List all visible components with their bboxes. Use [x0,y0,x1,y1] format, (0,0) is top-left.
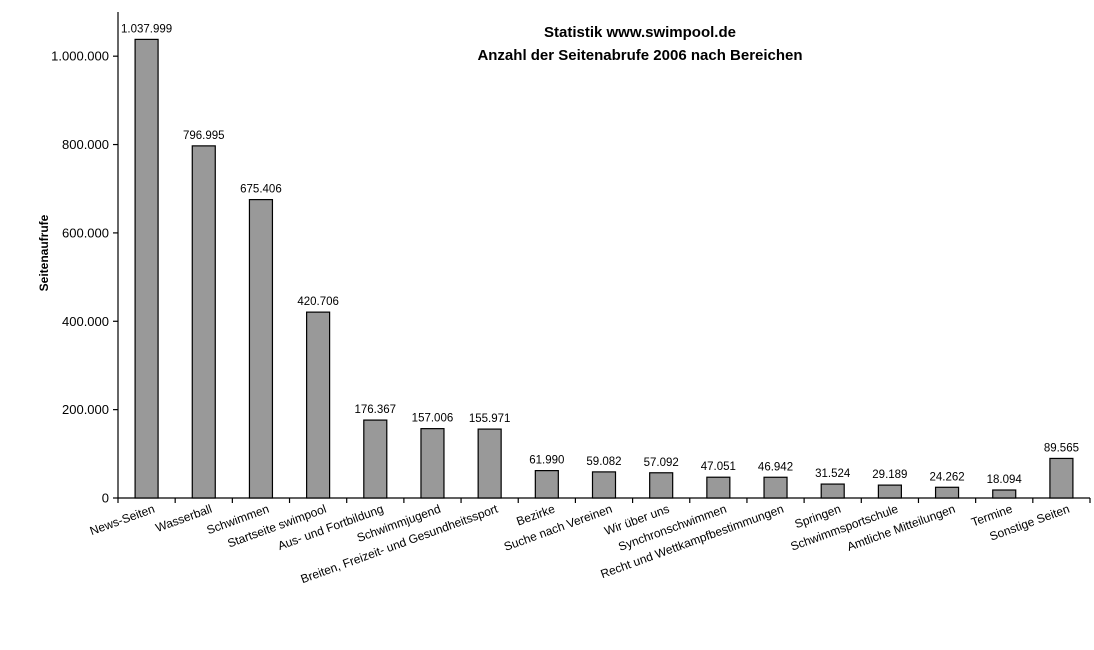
chart-title: Statistik www.swimpool.de Anzahl der Sei… [477,24,802,64]
data-label: 18.094 [987,474,1023,486]
y-axis-label: Seitenaufrufe [37,214,51,291]
y-axis: 0 200.000 400.000 600.000 800.000 1.000.000 [51,12,119,506]
y-tick-label: 1.000.000 [51,49,109,64]
data-label: 31.524 [815,468,851,480]
bar [820,483,845,499]
bar [706,476,731,499]
bar [306,311,331,499]
data-label: 46.942 [758,461,793,473]
bar [248,198,274,499]
y-tick-label: 200.000 [62,402,109,417]
bar [477,428,502,499]
bars [134,38,1074,499]
data-label: 420.706 [297,296,339,308]
data-label: 1.037.999 [121,23,172,35]
bar [877,484,902,499]
data-label: 47.051 [701,461,736,473]
bar [191,145,216,499]
x-tick-label: Breiten, Freizeit- und Gesundheitssport [299,501,501,586]
y-tick-label: 800.000 [62,137,109,152]
data-label: 157.006 [412,413,454,425]
bar [1049,457,1074,499]
data-label: 796.995 [183,130,225,142]
data-label: 675.406 [240,184,282,196]
y-tick-label: 600.000 [62,225,109,240]
bar [763,476,788,499]
data-labels: 1.037.999 796.995 675.406 420.706 176.367 157… [121,23,1079,486]
bar [992,489,1017,499]
category-labels: News-SeitenWasserballSchwimmenStartseite… [88,501,1072,586]
bar [363,419,388,499]
bar [649,472,674,499]
bar [934,486,960,499]
bar [591,471,617,499]
data-label: 155.971 [469,413,511,425]
x-tick-label: Wasserball [154,502,214,535]
y-tick-label: 0 [102,491,109,506]
data-label: 57.092 [644,457,679,469]
data-label: 61.990 [529,455,564,467]
bar [134,38,159,499]
data-label: 89.565 [1044,442,1079,454]
x-tick-label: News-Seiten [88,502,157,538]
data-label: 59.082 [586,456,621,468]
chart-title-line-2: Anzahl der Seitenabrufe 2006 nach Bereic… [477,47,802,64]
data-label: 24.262 [929,471,964,483]
bar [420,428,445,499]
bar [534,470,559,499]
chart-title-line-1: Statistik www.swimpool.de [544,24,736,41]
data-label: 176.367 [355,404,397,416]
y-tick-label: 400.000 [62,314,109,329]
data-label: 29.189 [872,469,907,481]
